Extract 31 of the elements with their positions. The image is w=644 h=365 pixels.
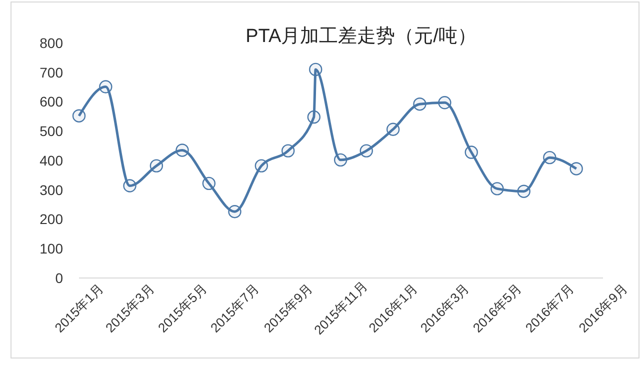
point (360, 144, 373, 158)
y-tick-label: 800 (40, 34, 64, 51)
point (464, 146, 478, 159)
y-tick-label: 200 (40, 211, 64, 228)
point (570, 162, 583, 176)
point (413, 98, 426, 111)
point (334, 153, 348, 167)
y-tick-label: 700 (40, 64, 64, 80)
chart-title: PTA月加工差走势（元/吨） (246, 26, 476, 47)
point (386, 122, 400, 136)
point (228, 205, 242, 218)
point (202, 176, 216, 190)
point (123, 179, 136, 192)
point (543, 150, 556, 164)
point (438, 96, 452, 110)
y-tick-label: 300 (40, 182, 64, 198)
point (490, 182, 504, 196)
y-tick-label: 400 (40, 152, 64, 168)
point (150, 159, 164, 172)
point (99, 80, 112, 94)
point (254, 159, 268, 172)
point (307, 110, 320, 124)
y-tick-label: 100 (40, 240, 64, 257)
y-tick-label: 500 (40, 123, 64, 140)
point (72, 109, 86, 122)
y-tick-label: 600 (40, 94, 64, 110)
point (176, 144, 189, 157)
point (517, 184, 530, 198)
y-tick-label: 0 (55, 270, 64, 286)
point (281, 144, 295, 158)
point (309, 62, 322, 76)
